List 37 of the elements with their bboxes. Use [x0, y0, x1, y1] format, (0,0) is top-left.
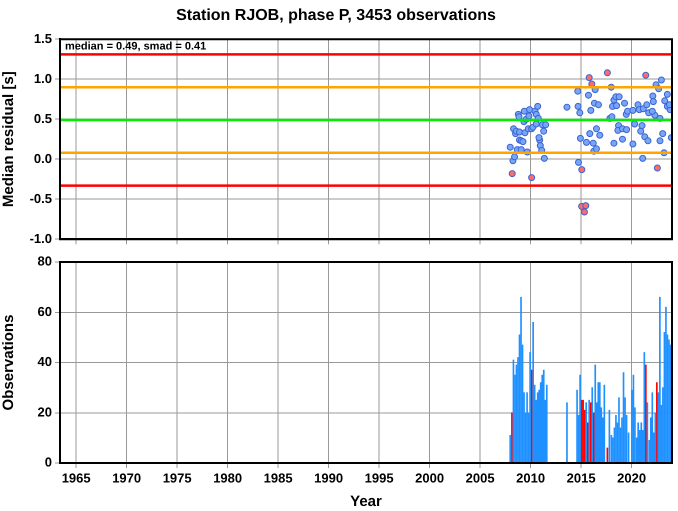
point — [604, 69, 611, 76]
x-tick-label: 1995 — [364, 470, 394, 486]
y-tick-label: 1.0 — [34, 70, 52, 86]
y-tick-label: 60 — [38, 304, 52, 319]
x-tick-label: 1980 — [213, 470, 242, 486]
y-axis-title: Observations — [0, 314, 18, 410]
x-tick-label: 2005 — [466, 470, 495, 486]
x-tick-label: 2000 — [415, 470, 444, 486]
y-tick-label: 0 — [44, 454, 52, 470]
x-tick-label: 2020 — [617, 470, 646, 486]
point — [654, 164, 661, 172]
point — [582, 202, 590, 210]
x-tick-label: 1985 — [264, 470, 293, 486]
x-tick-label: 1970 — [112, 470, 142, 486]
x-axis-title: Year — [350, 493, 382, 510]
point — [508, 170, 516, 178]
x-tick-label: 2015 — [566, 470, 596, 486]
y-tick-label: 20 — [38, 404, 52, 420]
y-tick-label: 0.0 — [34, 150, 52, 166]
chart-title: Station RJOB, phase P, 3453 observations — [176, 7, 496, 24]
point — [578, 166, 586, 174]
y-tick-label: -1.0 — [30, 230, 52, 246]
y-tick-label: 40 — [38, 354, 52, 370]
point — [586, 74, 593, 82]
point — [528, 174, 536, 182]
y-tick-label: 1.5 — [34, 30, 52, 46]
x-tick-label: 1965 — [62, 470, 91, 486]
y-tick-label: -0.5 — [30, 190, 52, 206]
y-tick-label: 0.5 — [34, 110, 52, 126]
x-tick-label: 1975 — [162, 470, 192, 486]
y-tick-label: 80 — [38, 254, 52, 269]
y-axis-title: Median residual [s] — [0, 71, 18, 208]
x-tick-label: 2010 — [516, 470, 546, 486]
annotation: median = 0.49, smad = 0.41 — [65, 40, 206, 53]
point — [580, 208, 588, 216]
x-tick-label: 1990 — [314, 470, 344, 486]
point — [642, 72, 650, 79]
